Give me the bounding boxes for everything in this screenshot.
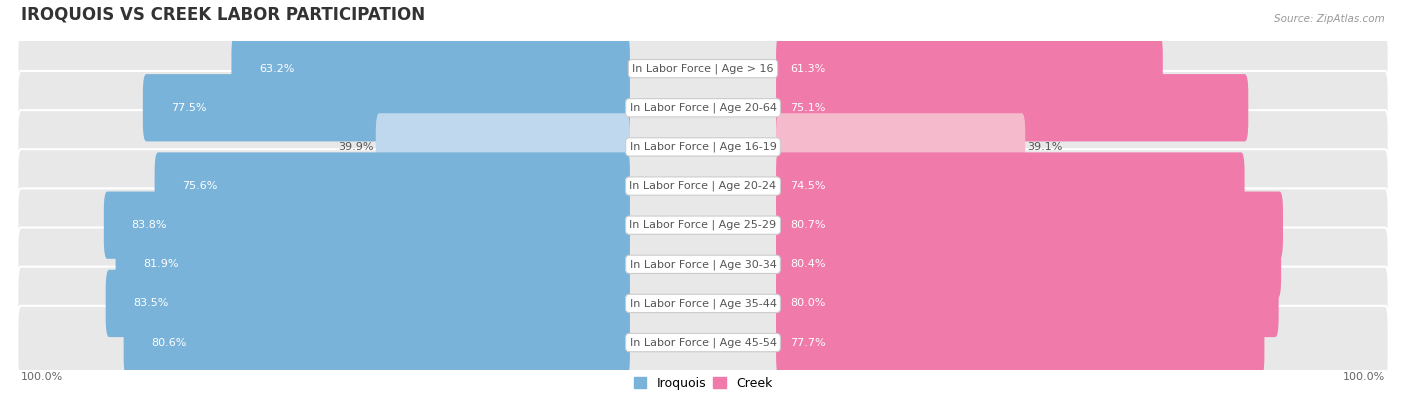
Text: IROQUOIS VS CREEK LABOR PARTICIPATION: IROQUOIS VS CREEK LABOR PARTICIPATION [21,6,425,24]
Text: 39.9%: 39.9% [339,142,374,152]
FancyBboxPatch shape [124,309,630,376]
Text: In Labor Force | Age 30-34: In Labor Force | Age 30-34 [630,259,776,269]
Text: 61.3%: 61.3% [790,64,825,73]
Text: Source: ZipAtlas.com: Source: ZipAtlas.com [1274,13,1385,24]
FancyBboxPatch shape [143,74,630,141]
FancyBboxPatch shape [776,35,1163,102]
FancyBboxPatch shape [776,152,1244,220]
FancyBboxPatch shape [776,113,1025,181]
Text: 100.0%: 100.0% [21,372,63,382]
Legend: Iroquois, Creek: Iroquois, Creek [634,377,772,390]
Text: 77.7%: 77.7% [790,338,825,348]
Text: 39.1%: 39.1% [1028,142,1063,152]
Text: In Labor Force | Age 16-19: In Labor Force | Age 16-19 [630,142,776,152]
Text: In Labor Force | Age 35-44: In Labor Force | Age 35-44 [630,298,776,309]
Text: 83.5%: 83.5% [134,299,169,308]
FancyBboxPatch shape [17,149,1389,223]
FancyBboxPatch shape [105,270,630,337]
Text: 75.6%: 75.6% [183,181,218,191]
FancyBboxPatch shape [17,306,1389,379]
FancyBboxPatch shape [232,35,630,102]
FancyBboxPatch shape [776,74,1249,141]
Text: In Labor Force | Age 25-29: In Labor Force | Age 25-29 [630,220,776,230]
FancyBboxPatch shape [155,152,630,220]
FancyBboxPatch shape [17,110,1389,184]
FancyBboxPatch shape [115,231,630,298]
FancyBboxPatch shape [17,228,1389,301]
Text: 80.6%: 80.6% [152,338,187,348]
Text: 75.1%: 75.1% [790,103,825,113]
Text: 74.5%: 74.5% [790,181,825,191]
Text: In Labor Force | Age 45-54: In Labor Force | Age 45-54 [630,337,776,348]
FancyBboxPatch shape [776,231,1281,298]
FancyBboxPatch shape [375,113,630,181]
Text: 80.7%: 80.7% [790,220,825,230]
Text: In Labor Force | Age > 16: In Labor Force | Age > 16 [633,63,773,74]
FancyBboxPatch shape [104,192,630,259]
Text: 100.0%: 100.0% [1343,372,1385,382]
FancyBboxPatch shape [776,192,1282,259]
FancyBboxPatch shape [776,309,1264,376]
Text: In Labor Force | Age 20-64: In Labor Force | Age 20-64 [630,103,776,113]
Text: 77.5%: 77.5% [170,103,207,113]
FancyBboxPatch shape [17,32,1389,105]
Text: 83.8%: 83.8% [132,220,167,230]
Text: 63.2%: 63.2% [259,64,295,73]
Text: 80.4%: 80.4% [790,259,825,269]
Text: 81.9%: 81.9% [143,259,179,269]
Text: 80.0%: 80.0% [790,299,825,308]
FancyBboxPatch shape [17,71,1389,145]
FancyBboxPatch shape [17,188,1389,262]
Text: In Labor Force | Age 20-24: In Labor Force | Age 20-24 [630,181,776,191]
FancyBboxPatch shape [17,267,1389,340]
FancyBboxPatch shape [776,270,1278,337]
